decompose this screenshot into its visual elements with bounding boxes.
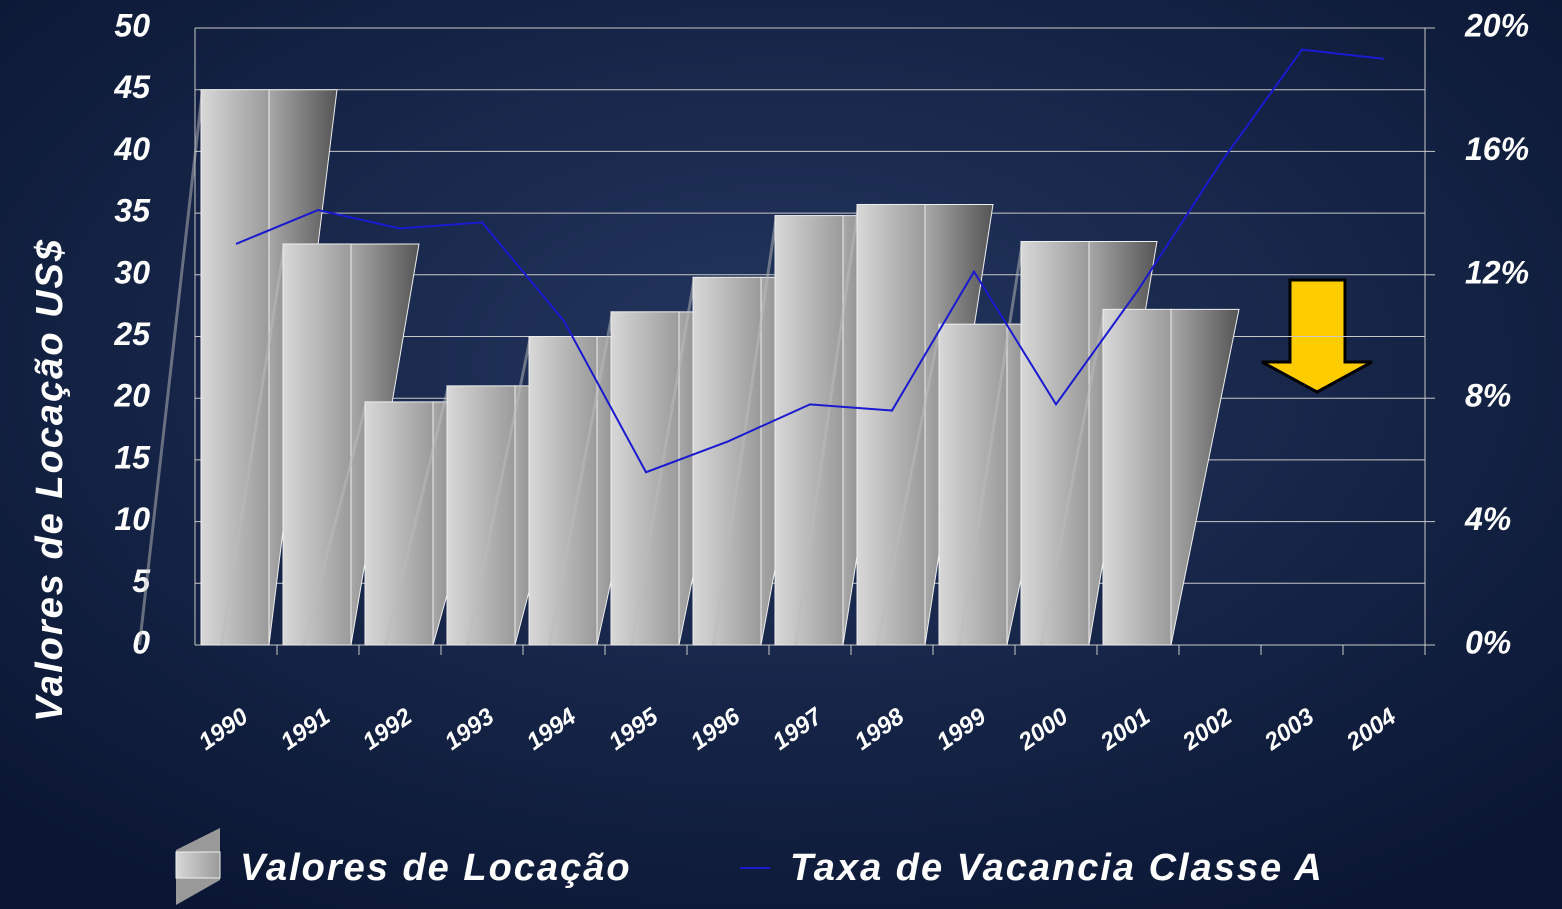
bar-shadow xyxy=(138,89,204,645)
y2-tick-label: 16% xyxy=(1465,131,1529,167)
y-axis-title: Valores de Locação US$ xyxy=(29,238,71,722)
bar-shadow xyxy=(302,401,368,645)
bar xyxy=(446,385,516,646)
bar-shadow xyxy=(958,241,1024,645)
y-tick-label: 40 xyxy=(113,131,150,167)
y-tick-label: 20 xyxy=(113,378,150,414)
bar-shadow xyxy=(548,311,614,645)
legend-label: Taxa de Vacancia Classe A xyxy=(790,847,1324,889)
y-tick-label: 10 xyxy=(114,501,150,537)
bar-shadow xyxy=(1040,309,1106,645)
bar xyxy=(1102,308,1172,646)
bar xyxy=(774,215,844,646)
line xyxy=(235,48,1385,474)
y-tick-label: 45 xyxy=(113,69,151,105)
bar xyxy=(282,243,352,646)
y-tick-label: 25 xyxy=(113,316,151,352)
y2-tick-label: 0% xyxy=(1465,624,1511,660)
bar-shadow xyxy=(466,336,532,645)
bar-shadow xyxy=(876,324,942,645)
legend-label: Valores de Locação xyxy=(240,847,632,889)
bar-shadow xyxy=(794,204,860,645)
bar xyxy=(610,311,680,646)
y2-tick-label: 12% xyxy=(1465,254,1529,290)
y2-tick-label: 20% xyxy=(1464,7,1529,43)
bar-shadow xyxy=(630,277,696,645)
y2-tick-label: 8% xyxy=(1465,378,1511,414)
y2-tick-label: 4% xyxy=(1464,501,1511,537)
y-tick-label: 15 xyxy=(114,439,151,475)
bar xyxy=(692,276,762,646)
bar xyxy=(938,323,1008,646)
y-tick-label: 35 xyxy=(114,193,151,229)
bar-shadow xyxy=(712,215,778,645)
legend-symbol xyxy=(175,851,221,879)
y-tick-label: 50 xyxy=(114,7,150,43)
bar-shadow xyxy=(220,243,286,645)
bar xyxy=(364,401,434,646)
bar-shadow xyxy=(384,385,450,645)
y-tick-label: 30 xyxy=(114,254,150,290)
bar xyxy=(528,336,598,646)
